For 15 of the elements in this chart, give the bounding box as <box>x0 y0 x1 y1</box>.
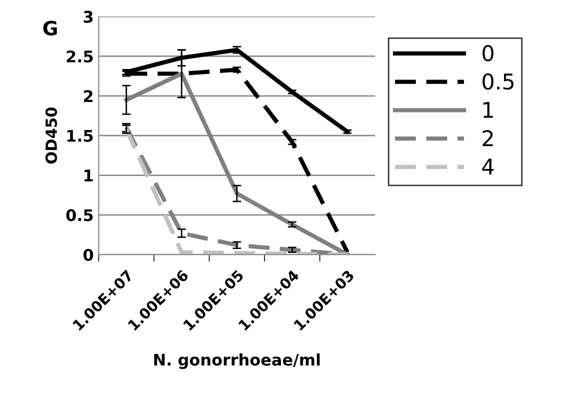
y-axis-title: OD450 <box>45 108 58 164</box>
legend-label: 1 <box>484 102 493 118</box>
y-tick-label: 2.5 <box>66 50 93 63</box>
legend-label: 0.5 <box>482 73 514 90</box>
chart-title: G <box>43 20 57 36</box>
x-axis-title: N. gonorrhoeae/ml <box>154 353 320 369</box>
legend-label: 2 <box>482 130 493 146</box>
y-tick-label: 1.5 <box>67 130 93 142</box>
y-tick-label: 3 <box>84 10 93 23</box>
y-tick-label: 0 <box>83 248 94 261</box>
legend-label: 4 <box>482 158 494 174</box>
y-tick-label: 2 <box>84 90 92 102</box>
legend-label: 0 <box>482 45 494 62</box>
y-tick-label: 0.5 <box>66 209 93 222</box>
y-tick-label: 1 <box>84 170 93 182</box>
